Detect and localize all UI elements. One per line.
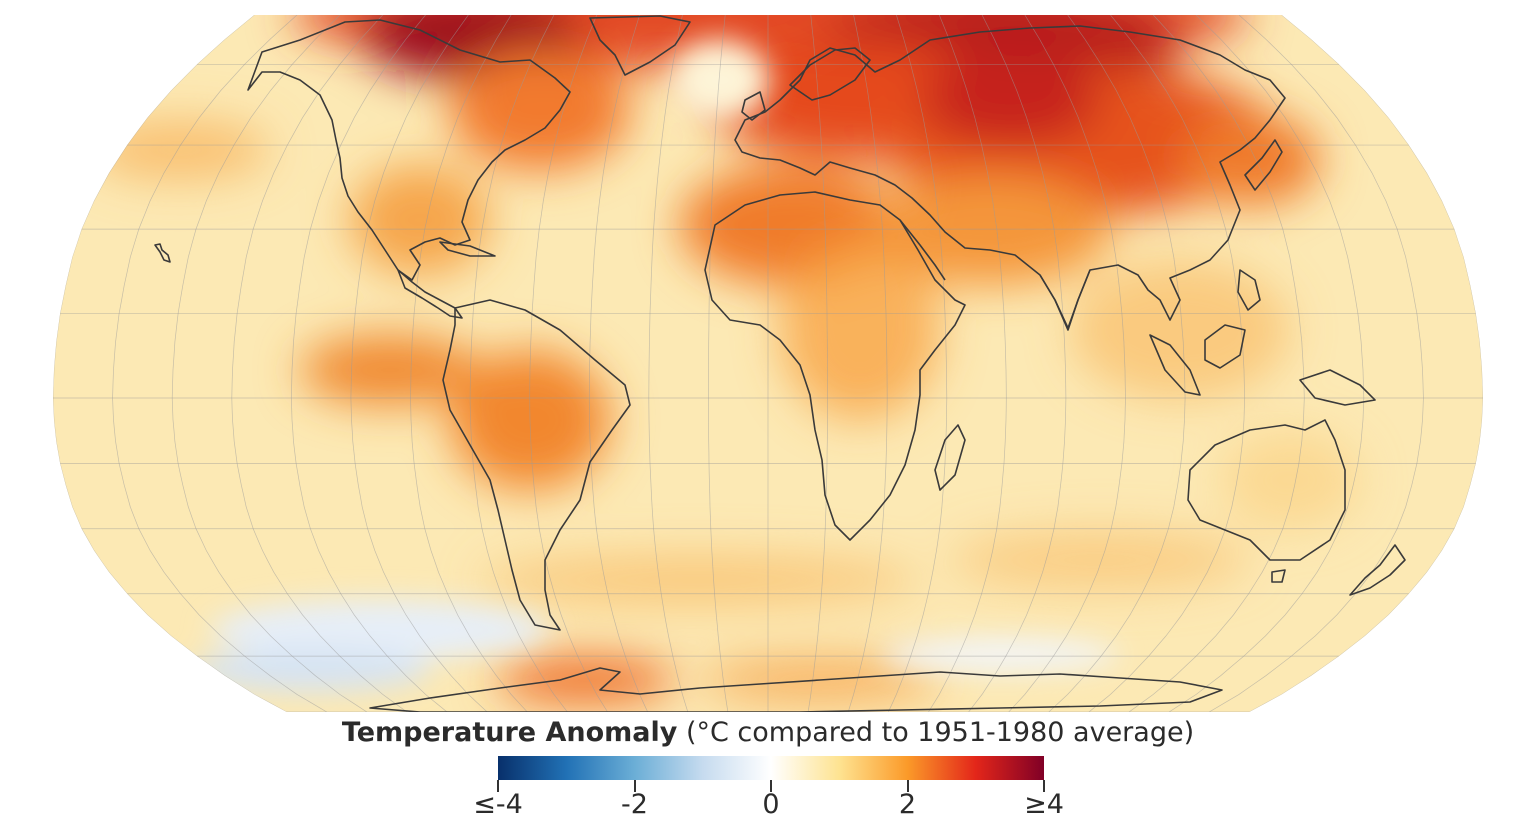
graticule-meridian — [350, 15, 488, 712]
graticule-meridian — [410, 15, 528, 712]
east-asia-anomaly — [1180, 115, 1320, 205]
central-asia-anomaly — [920, 55, 1100, 145]
coast-new-zealand — [1349, 544, 1406, 596]
colorbar-tick — [497, 780, 499, 792]
graticule-meridian — [469, 15, 568, 712]
south-indian-anomaly — [950, 530, 1250, 590]
graticule-meridian — [1168, 15, 1365, 712]
colorbar-tick-label: ≤-4 — [473, 789, 523, 820]
ross-sea-cool — [190, 648, 430, 692]
graticule — [53, 15, 1483, 712]
colorbar-tick — [1043, 780, 1045, 792]
east-pacific-anomaly — [300, 335, 480, 405]
colorbar-tick-label: -2 — [621, 789, 648, 820]
graticule-meridian — [290, 15, 448, 712]
coast-new-guinea — [1299, 369, 1376, 406]
coast-africa — [704, 191, 966, 541]
legend-title-bold: Temperature Anomaly — [341, 717, 678, 748]
graticule-meridian — [887, 15, 948, 712]
coast-sumatra — [1149, 334, 1201, 396]
coast-philippines — [1237, 269, 1261, 311]
central-africa-anomaly — [780, 240, 940, 420]
coast-north-america — [247, 19, 571, 281]
legend-title: Temperature Anomaly (°C compared to 1951… — [0, 717, 1536, 748]
graticule-meridian — [968, 15, 1067, 712]
colorbar-tick-label: 0 — [762, 789, 780, 820]
temperature-anomaly-map — [53, 15, 1483, 712]
coast-greenland — [589, 15, 691, 76]
graticule-meridian — [112, 15, 327, 712]
graticule-meridian — [1128, 15, 1305, 712]
legend-title-rest: (°C compared to 1951-1980 average) — [685, 717, 1195, 748]
graticule-meridian — [708, 15, 729, 712]
coast-madagascar — [934, 424, 966, 491]
colorbar-tick — [633, 780, 636, 792]
southern-pacific-cool — [210, 600, 550, 660]
graticule-meridian — [807, 15, 828, 712]
north-atlantic-mild — [670, 40, 770, 120]
coast-antarctica — [369, 667, 1223, 712]
coast-australia — [1187, 419, 1346, 561]
graticule-meridian — [529, 15, 608, 712]
colorbar-tick-label: ≥4 — [1024, 789, 1064, 820]
us-anomaly — [350, 165, 490, 275]
graticule-meridian — [1048, 15, 1186, 712]
cold-anomaly-blobs — [190, 40, 1120, 692]
coast-red-sea — [899, 219, 946, 281]
graticule-meridian — [588, 15, 649, 712]
colorbar-tick-label: 2 — [898, 789, 917, 820]
coast-india — [1039, 269, 1091, 331]
graticule-meridian — [171, 15, 368, 712]
antarctic-peninsula-anomaly — [495, 658, 675, 702]
coast-eurasia — [734, 25, 1286, 329]
coast-tasmania — [1271, 569, 1286, 583]
coast-cuba — [439, 241, 496, 257]
colorbar-tick — [770, 780, 772, 792]
graticule-meridian — [1209, 15, 1424, 712]
graticule-meridian — [231, 15, 408, 712]
south-atlantic-anomaly — [480, 555, 920, 605]
graticule-meridian — [1088, 15, 1246, 712]
coast-hawaii — [154, 243, 171, 263]
graticule-meridian — [928, 15, 1007, 712]
coast-south-america — [442, 299, 631, 631]
coastlines — [154, 15, 1406, 712]
south-indian-cool — [880, 637, 1120, 673]
north-pacific-anomaly — [90, 120, 270, 180]
coast-scandinavia — [789, 47, 871, 101]
graticule-meridian — [648, 15, 689, 712]
coast-britain — [741, 91, 766, 121]
colorbar-tick — [906, 780, 909, 792]
colorbar — [498, 756, 1044, 780]
indian-ocean-anomaly — [1070, 260, 1290, 400]
north-america-anomaly — [450, 50, 630, 170]
coast-borneo — [1204, 324, 1246, 369]
coast-japan — [1244, 139, 1283, 191]
australia-anomaly — [1220, 430, 1360, 530]
coast-central-america — [397, 269, 463, 319]
anomaly-blobs — [90, 15, 1360, 702]
graticule-meridian — [1249, 15, 1483, 712]
graticule-meridian — [1008, 15, 1126, 712]
graticule-meridian — [847, 15, 888, 712]
anomaly-field — [53, 15, 1483, 712]
